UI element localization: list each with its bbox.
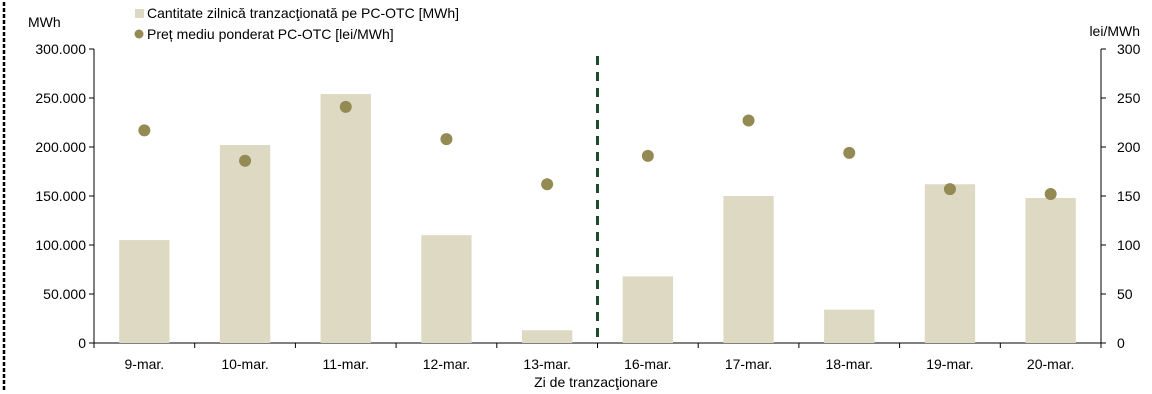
x-tick-label: 16-mar.: [624, 356, 671, 372]
y-right-tick-label: 50: [1117, 286, 1133, 302]
x-tick-label: 17-mar.: [725, 356, 772, 372]
scatter-point: [943, 183, 956, 196]
bar-series: [119, 94, 1076, 343]
y-right-axis-title: lei/MWh: [1089, 23, 1140, 39]
bar: [320, 94, 371, 343]
y-left-tick-label: 0: [78, 335, 86, 351]
bar: [622, 276, 674, 343]
y-left-tick-label: 100.000: [35, 237, 86, 253]
x-tick-label: 19-mar.: [926, 356, 973, 372]
bar: [1025, 197, 1076, 343]
scatter-point: [440, 133, 453, 146]
y-left-tick-label: 300.000: [35, 41, 86, 57]
x-tick-label: 11-mar.: [323, 356, 369, 372]
x-tick-label: 12-mar.: [423, 356, 470, 372]
y-right-tick-label: 0: [1117, 335, 1125, 351]
y-left-ticks: 0 50.000 100.000 150.000 200.000 250.000 300.0…: [35, 41, 94, 351]
scatter-point: [541, 178, 554, 191]
y-left-tick-label: 150.000: [35, 188, 86, 204]
x-axis-title: Zi de tranzacţionare: [534, 374, 658, 390]
legend-label-bar: Cantitate zilnică tranzacţionată pe PC-O…: [147, 5, 459, 21]
legend: Cantitate zilnică tranzacţionată pe PC-O…: [134, 5, 459, 42]
legend-label-scatter: Preț mediu ponderat PC-OTC [lei/MWh]: [147, 26, 394, 42]
bar: [421, 235, 472, 343]
scatter-point: [843, 146, 856, 159]
y-left-tick-label: 250.000: [35, 90, 86, 106]
y-right-ticks: 0 50 100 150 200 250 300: [1101, 41, 1141, 351]
scatter-point: [239, 154, 252, 167]
y-left-axis-title: MWh: [28, 14, 61, 30]
legend-swatch-bar: [135, 9, 144, 18]
scatter-point: [1044, 188, 1057, 201]
y-left-tick-label: 50.000: [43, 286, 86, 302]
y-right-tick-label: 150: [1117, 188, 1141, 204]
bar: [723, 196, 774, 343]
scatter-series: [138, 100, 1057, 201]
x-tick-label: 10-mar.: [221, 356, 268, 372]
bar: [924, 184, 976, 343]
bar: [521, 330, 573, 343]
x-tick-label: 20-mar.: [1027, 356, 1074, 372]
x-tick-label: 13-mar.: [523, 356, 570, 372]
y-right-tick-label: 200: [1117, 139, 1141, 155]
scatter-point: [641, 149, 654, 162]
y-right-tick-label: 300: [1117, 41, 1141, 57]
x-tick-label: 9-mar.: [125, 356, 165, 372]
x-tick-label: 18-mar.: [826, 356, 873, 372]
y-right-tick-label: 250: [1117, 90, 1141, 106]
y-right-tick-label: 100: [1117, 237, 1141, 253]
x-ticks: 9-mar. 10-mar. 11-mar. 12-mar. 13-mar. 16-mar…: [93, 343, 1102, 372]
scatter-point: [742, 114, 755, 127]
scatter-point: [339, 100, 352, 113]
y-left-tick-label: 200.000: [35, 139, 86, 155]
bar: [824, 309, 875, 343]
legend-swatch-scatter: [134, 29, 144, 39]
bar: [119, 240, 170, 343]
scatter-point: [138, 124, 151, 137]
bar: [219, 145, 271, 343]
